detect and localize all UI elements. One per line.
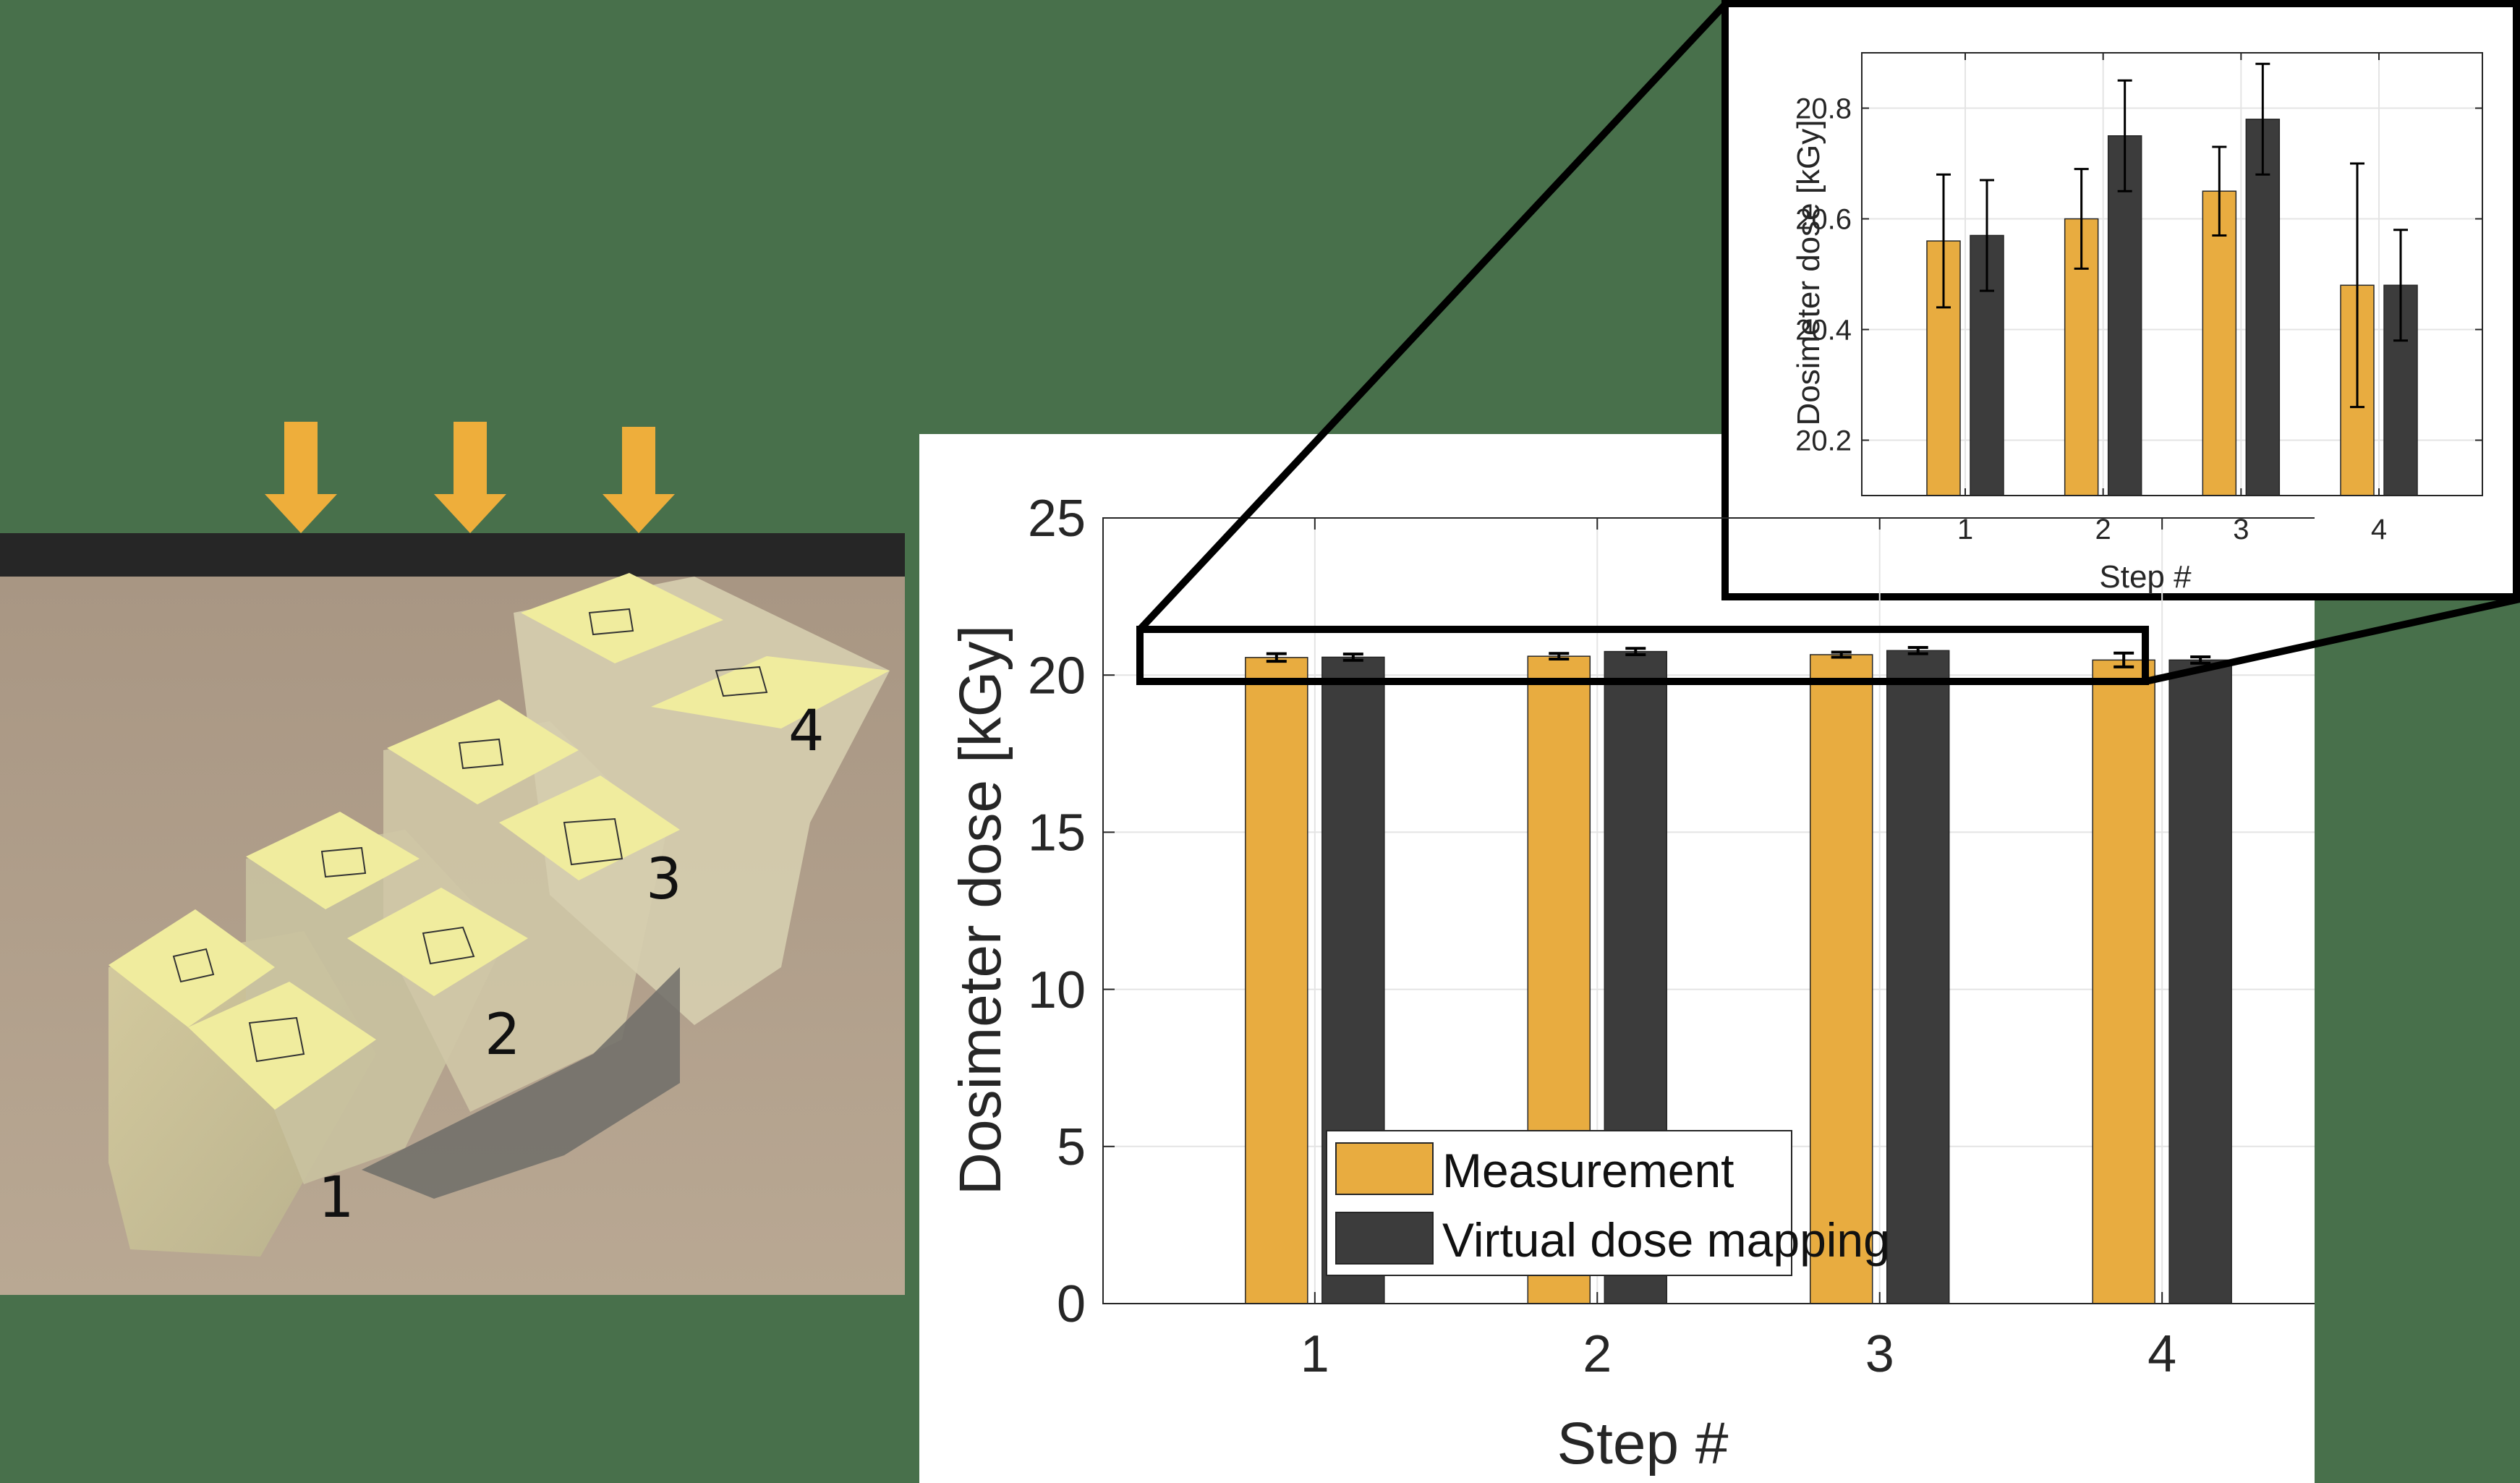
beam-arrow-2 (434, 422, 506, 533)
legend-measurement-label: Measurement (1442, 1144, 1734, 1197)
photo-step-1-label: 1 (318, 1165, 354, 1231)
inset-bars (1926, 119, 2418, 496)
bar-virtual-step-4 (2168, 659, 2232, 1304)
inset-ylabel: Dosimeter dose [kGy] (1791, 119, 1826, 425)
phantom-photo: 1 2 3 4 (0, 533, 905, 1295)
beam-arrow-3 (603, 427, 675, 533)
beam-arrow-1 (265, 422, 337, 533)
main-legend: Measurement Virtual dose mapping (1326, 1130, 1890, 1276)
main-axes-box (1102, 517, 2315, 1304)
x-tick-label: 2 (2095, 514, 2111, 545)
inset-bar-chart: 20.2 20.4 20.6 20.8 1 2 3 4 Step # Dosimeter d… (1791, 52, 2483, 595)
main-ylabel: Dosimeter dose [kGy] (948, 625, 1013, 1195)
inset-grid (1862, 53, 2482, 496)
y-tick-label: 20.6 (1795, 204, 1852, 236)
main-error-bars (1266, 645, 2211, 668)
inset-y-ticks: 20.2 20.4 20.6 20.8 (1795, 93, 2482, 457)
legend-virtual-label: Virtual dose mapping (1442, 1213, 1890, 1267)
y-tick-label: 0 (1057, 1275, 1086, 1333)
legend-measurement-swatch (1335, 1142, 1434, 1195)
y-tick-label: 15 (1028, 804, 1086, 862)
y-tick-label: 25 (1028, 490, 1086, 548)
photo-step-4-label: 4 (788, 699, 825, 764)
main-x-ticks: 1 2 3 4 (1301, 518, 2176, 1383)
y-tick-label: 10 (1028, 961, 1086, 1019)
x-tick-label: 1 (1957, 514, 1973, 545)
bar-measurement-step-3 (1809, 654, 1873, 1304)
x-tick-label: 1 (1301, 1325, 1329, 1383)
y-tick-label: 20 (1028, 647, 1086, 705)
main-bars (1245, 650, 2232, 1304)
beam-arrows (265, 422, 675, 533)
inset-axes-box (1861, 52, 2483, 496)
y-tick-label: 20.8 (1795, 93, 1852, 125)
inset-xlabel: Step # (2099, 559, 2192, 595)
photo-step-2-label: 2 (485, 1003, 521, 1068)
bar-measurement-step-1 (1245, 657, 1308, 1304)
y-tick-label: 20.4 (1795, 315, 1852, 347)
x-tick-label: 2 (1583, 1325, 1612, 1383)
legend-virtual-swatch (1335, 1212, 1434, 1265)
bar-measurement-step-4 (2092, 659, 2155, 1304)
photo-step-3-label: 3 (646, 847, 682, 912)
bar-measurement-step-3 (2202, 190, 2237, 496)
bar-virtual-step-2 (2107, 135, 2142, 496)
x-tick-label: 4 (2147, 1325, 2176, 1383)
main-xlabel: Step # (1557, 1411, 1728, 1476)
x-tick-label: 3 (2233, 514, 2249, 545)
main-bar-chart: 0 5 10 15 20 25 1 2 3 4 Step # Dosimeter dose [k… (948, 490, 2315, 1476)
main-y-ticks: 0 5 10 15 20 25 (1028, 490, 1115, 1333)
inset-error-bars (1936, 62, 2408, 409)
bar-virtual-step-3 (2245, 119, 2281, 496)
bar-virtual-step-3 (1886, 650, 1950, 1304)
y-tick-label: 20.2 (1795, 425, 1852, 457)
x-tick-label: 3 (1865, 1325, 1894, 1383)
inset-x-ticks: 1 2 3 4 (1957, 53, 2387, 545)
x-tick-label: 4 (2371, 514, 2387, 545)
y-tick-label: 5 (1057, 1118, 1086, 1176)
